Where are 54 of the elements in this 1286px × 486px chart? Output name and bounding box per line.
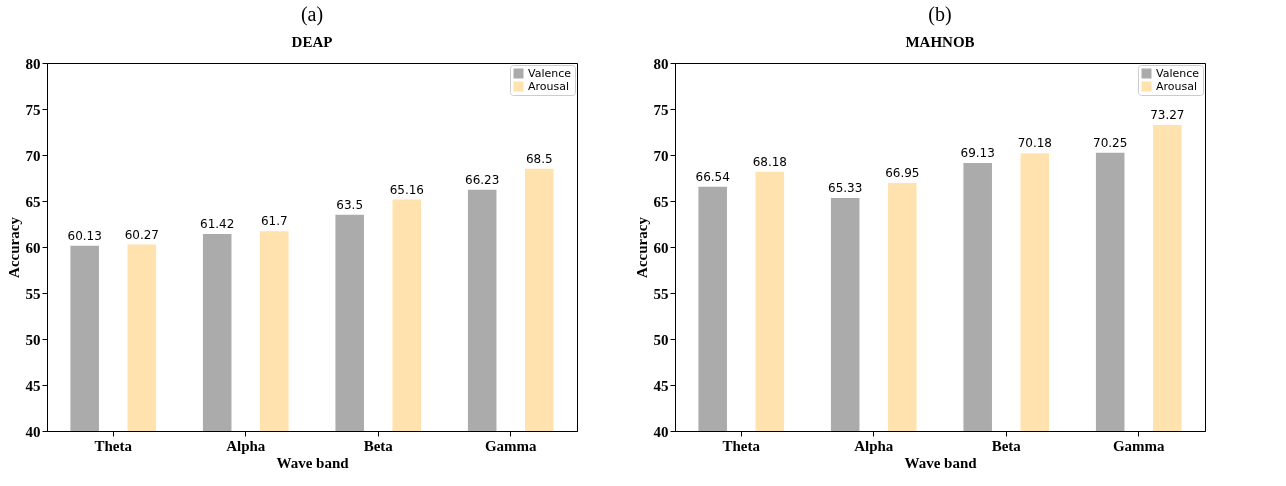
x-tick-label: Beta (363, 437, 394, 454)
x-tick-label: Alpha (226, 437, 266, 454)
x-tick-label: Theta (94, 437, 133, 454)
chart-title: (b) (928, 3, 952, 26)
legend-label: Arousal (1156, 79, 1198, 93)
x-tick-label: Beta (991, 437, 1022, 454)
y-tick-label: 55 (653, 285, 669, 302)
data-label: 70.18 (1017, 136, 1052, 151)
y-tick-label: 45 (653, 377, 669, 394)
data-label: 68.18 (752, 154, 787, 169)
data-label: 60.27 (124, 227, 159, 242)
data-label: 68.5 (525, 151, 553, 166)
data-label: 65.16 (389, 182, 424, 197)
y-axis-title: Accuracy (5, 216, 22, 278)
data-label: 66.23 (465, 172, 500, 187)
data-label: 61.7 (260, 214, 288, 229)
y-tick-label: 75 (25, 101, 41, 118)
y-tick-label: 65 (25, 193, 41, 210)
data-label: 69.13 (960, 146, 995, 160)
y-tick-label: 70 (653, 147, 669, 164)
data-label: 66.95 (885, 166, 920, 181)
data-label: 73.27 (1150, 107, 1185, 122)
y-tick-label: 50 (25, 331, 41, 348)
y-axis-title: Accuracy (633, 216, 650, 278)
legend-label: Arousal (528, 79, 570, 93)
x-tick-label: Theta (722, 437, 761, 454)
y-tick-label: 40 (653, 423, 669, 440)
data-label: 61.42 (200, 216, 235, 231)
y-tick-label: 70 (25, 147, 41, 164)
y-tick-label: 80 (25, 55, 41, 72)
data-label: 65.33 (828, 180, 863, 195)
y-tick-label: 60 (653, 239, 669, 256)
data-label: 60.13 (67, 228, 102, 243)
x-axis-title: Wave band (276, 454, 350, 471)
y-tick-label: 65 (653, 193, 669, 210)
y-tick-label: 60 (25, 239, 41, 256)
chart-subtitle: MAHNOB (905, 34, 975, 50)
y-tick-label: 55 (25, 285, 41, 302)
data-label: 63.5 (336, 197, 364, 212)
chart-subtitle: DEAP (291, 34, 333, 50)
chart-title: (a) (300, 3, 324, 26)
data-label: 66.54 (695, 169, 730, 184)
y-tick-label: 50 (653, 331, 669, 348)
legend-label: Valence (1156, 66, 1200, 80)
x-tick-label: Gamma (1112, 437, 1166, 454)
y-tick-label: 45 (25, 377, 41, 394)
legend-label: Valence (528, 66, 572, 80)
x-tick-label: Alpha (854, 437, 894, 454)
y-tick-label: 40 (25, 423, 41, 440)
y-tick-label: 80 (653, 55, 669, 72)
x-tick-label: Gamma (484, 437, 538, 454)
x-axis-title: Wave band (904, 454, 978, 471)
data-label: 70.25 (1093, 135, 1128, 150)
y-tick-label: 75 (653, 101, 669, 118)
